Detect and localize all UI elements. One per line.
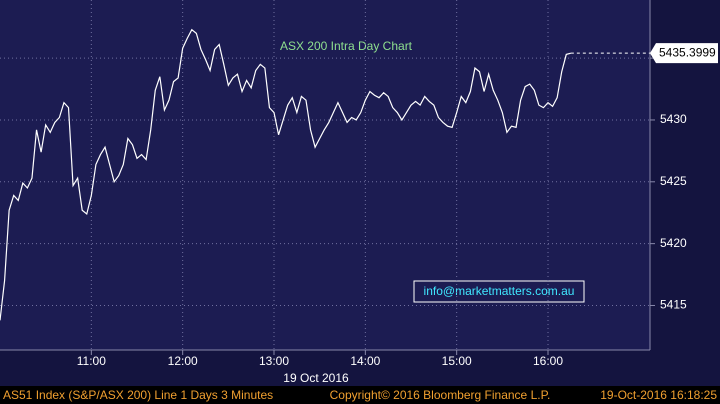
x-axis-label: 19 Oct 2016: [283, 371, 349, 385]
footer-right: 19-Oct-2016 16:18:25: [600, 388, 717, 402]
y-tick-label: 5420: [660, 236, 687, 250]
y-tick-label: 5425: [660, 174, 687, 188]
x-tick-label: 11:00: [77, 354, 106, 368]
x-tick-label: 12:00: [168, 354, 198, 368]
x-tick-label: 16:00: [533, 354, 563, 368]
x-tick-label: 15:00: [442, 354, 472, 368]
footer-center: Copyright© 2016 Bloomberg Finance L.P.: [330, 388, 551, 402]
last-value-box: [650, 43, 718, 64]
last-value-label: 5435.3999: [659, 45, 716, 59]
footer-left: AS51 Index (S&P/ASX 200) Line 1 Days 3 M…: [3, 388, 273, 402]
y-tick-label: 5415: [660, 298, 687, 312]
chart-title: ASX 200 Intra Day Chart: [280, 39, 413, 53]
footer-bar: [0, 386, 720, 404]
x-tick-label: 13:00: [259, 354, 289, 368]
y-tick-label: 5430: [660, 112, 687, 126]
price-line: [0, 28, 571, 321]
annotation: info@marketmatters.com.au: [424, 284, 575, 298]
x-tick-label: 14:00: [350, 354, 380, 368]
